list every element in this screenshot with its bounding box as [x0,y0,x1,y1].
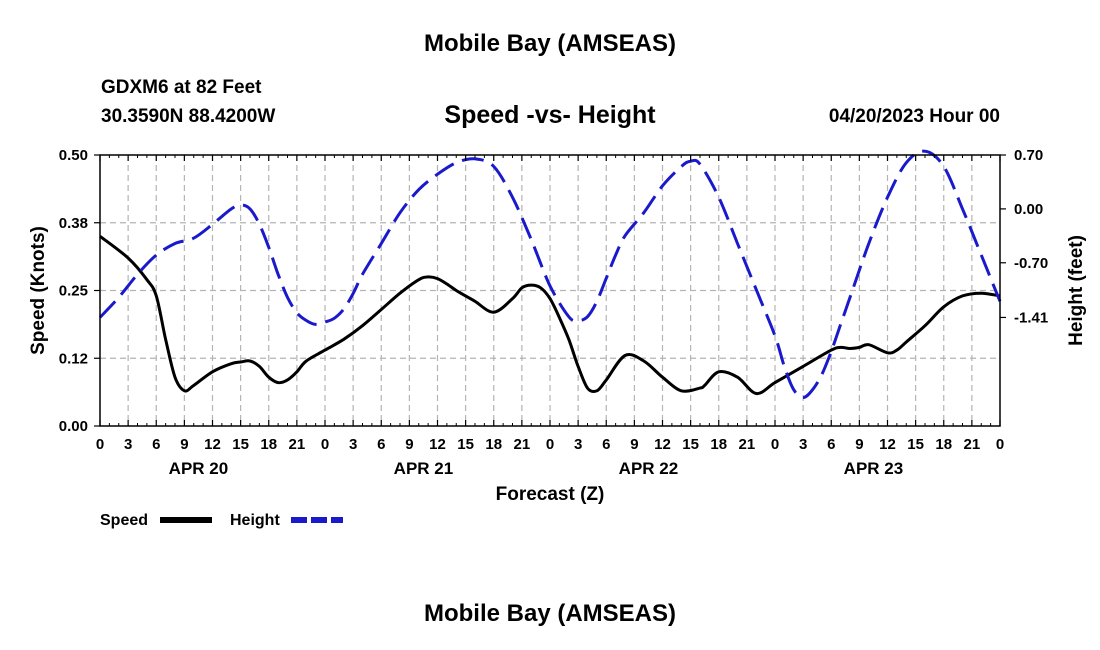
day-label: APR 20 [169,459,229,478]
station-coordinates: 30.3590N 88.4200W [101,106,276,127]
x-tick-label: 12 [879,436,896,453]
x-tick-label: 0 [546,436,554,453]
x-tick-label: 18 [935,436,952,453]
left-tick-label: 0.00 [59,418,88,435]
x-tick-label: 21 [739,436,756,453]
left-tick-label: 0.25 [59,283,88,300]
x-tick-label: 21 [514,436,531,453]
forecast-time: 04/20/2023 Hour 00 [828,106,1000,127]
x-tick-label: 6 [602,436,610,453]
day-label: APR 21 [394,459,454,478]
legend: Speed Height [100,512,343,529]
left-axis-title: Speed (Knots) [28,226,49,355]
repeat-chart-title: Mobile Bay (AMSEAS) [423,600,677,627]
right-tick-label: 0.70 [1014,147,1043,164]
x-tick-label: 21 [289,436,306,453]
x-tick-label: 15 [907,436,924,453]
x-tick-label: 0 [996,436,1004,453]
x-tick-label: 12 [654,436,671,453]
x-tick-label: 6 [377,436,385,453]
x-tick-label: 3 [799,436,807,453]
x-tick-label: 0 [96,436,104,453]
legend-speed-label: Speed [100,512,148,529]
series [98,149,1002,399]
left-tick-label: 0.38 [59,215,88,232]
x-tick-label: 12 [204,436,221,453]
day-label: APR 23 [844,459,904,478]
x-tick-label: 18 [260,436,277,453]
chart-title: Mobile Bay (AMSEAS) [423,30,677,57]
x-tick-label: 9 [405,436,413,453]
x-tick-label: 3 [349,436,357,453]
x-tick-label: 0 [321,436,329,453]
x-tick-label: 3 [124,436,132,453]
day-label: APR 22 [619,459,679,478]
x-tick-label: 6 [827,436,835,453]
speed-height-chart: 0 3 6 9 12 15 18 21 0 3 6 9 12 15 18 21 0 3 6 9 12 15 18 21 0 3 6 9… [28,147,1087,529]
x-tick-label: 18 [485,436,502,453]
station-label: GDXM6 at 82 Feet [101,77,262,98]
height-series-line [98,149,1002,399]
x-axis-title: Forecast (Z) [496,484,605,505]
right-tick-label: 0.00 [1014,201,1043,218]
speed-series-line [99,235,1001,396]
x-tick-label: 0 [771,436,779,453]
axes: 0 3 6 9 12 15 18 21 0 3 6 9 12 15 18 21 0 3 6 9 12 15 18 21 0 3 6 9… [28,147,1087,505]
right-tick-label: -0.70 [1014,255,1048,272]
x-tick-label: 6 [152,436,160,453]
x-tick-label: 15 [232,436,249,453]
right-tick-label: -1.41 [1014,309,1048,326]
left-tick-label: 0.12 [59,350,88,367]
grid [100,155,1000,426]
x-tick-label: 9 [630,436,638,453]
x-tick-label: 12 [429,436,446,453]
legend-height-label: Height [230,512,280,529]
right-axis-title: Height (feet) [1066,235,1087,346]
x-tick-label: 15 [682,436,699,453]
x-tick-label: 18 [710,436,727,453]
x-tick-label: 3 [574,436,582,453]
left-tick-label: 0.50 [59,147,88,164]
x-tick-label: 9 [855,436,863,453]
x-tick-label: 9 [180,436,188,453]
x-tick-label: 21 [964,436,981,453]
x-tick-label: 15 [457,436,474,453]
chart-subtitle: Speed -vs- Height [444,101,656,129]
